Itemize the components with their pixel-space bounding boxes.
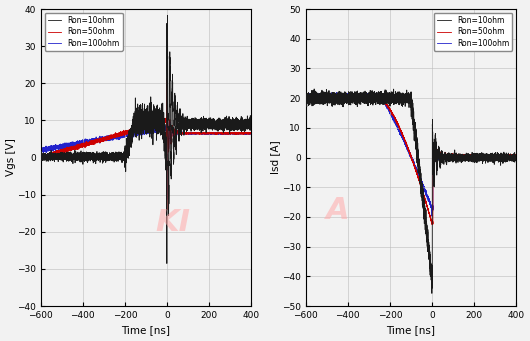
Ron=10ohm — [193, 123, 200, 127]
Ron=100ohm — [470, 154, 476, 158]
Ron=10ohm — [48, 154, 55, 158]
Ron=50ohm — [164, 208, 170, 212]
Ron=10ohm — [379, 102, 385, 106]
Line: Ron=50ohm: Ron=50ohm — [306, 97, 516, 225]
Ron=10ohm — [205, 119, 211, 123]
Ron=100ohm — [458, 154, 465, 158]
Ron=10ohm — [470, 155, 476, 160]
Ron=100ohm — [379, 95, 385, 99]
Ron=50ohm — [48, 153, 55, 157]
Ron=10ohm — [427, 255, 434, 260]
Ron=10ohm — [513, 153, 519, 158]
Y-axis label: Vgs [V]: Vgs [V] — [5, 138, 15, 177]
Ron=100ohm — [164, 86, 170, 90]
Line: Ron=100ohm: Ron=100ohm — [306, 92, 516, 216]
Ron=50ohm — [303, 97, 309, 101]
X-axis label: Time [ns]: Time [ns] — [121, 325, 170, 336]
Ron=100ohm — [205, 132, 211, 136]
Ron=10ohm — [311, 87, 317, 91]
Ron=100ohm — [113, 135, 120, 139]
Y-axis label: Isd [A]: Isd [A] — [270, 141, 280, 174]
Line: Ron=50ohm: Ron=50ohm — [41, 78, 251, 210]
Text: A: A — [325, 196, 349, 225]
Ron=50ohm — [38, 157, 44, 161]
Ron=50ohm — [458, 152, 465, 157]
Ron=50ohm — [193, 131, 200, 135]
Ron=10ohm — [164, 13, 171, 17]
Ron=100ohm — [193, 131, 200, 135]
Ron=10ohm — [164, 262, 170, 266]
Ron=50ohm — [513, 152, 519, 157]
Ron=10ohm — [38, 155, 44, 159]
Ron=100ohm — [333, 90, 340, 94]
Legend: Ron=10ohm, Ron=50ohm, Ron=100ohm: Ron=10ohm, Ron=50ohm, Ron=100ohm — [434, 13, 512, 50]
Ron=50ohm — [171, 132, 178, 136]
Ron=100ohm — [38, 148, 44, 152]
Ron=100ohm — [303, 93, 309, 97]
Line: Ron=10ohm: Ron=10ohm — [41, 15, 251, 264]
Line: Ron=100ohm: Ron=100ohm — [41, 88, 251, 199]
Ron=10ohm — [313, 92, 320, 96]
Ron=100ohm — [427, 202, 434, 206]
Ron=50ohm — [470, 152, 476, 157]
Ron=10ohm — [303, 97, 309, 101]
Ron=50ohm — [164, 76, 170, 80]
Ron=50ohm — [113, 133, 120, 137]
Ron=100ohm — [436, 155, 443, 159]
Ron=100ohm — [248, 131, 254, 135]
Line: Ron=10ohm: Ron=10ohm — [306, 89, 516, 293]
Ron=50ohm — [313, 97, 320, 101]
Ron=50ohm — [248, 132, 254, 136]
Ron=50ohm — [436, 156, 443, 160]
Ron=100ohm — [164, 197, 170, 202]
Ron=100ohm — [48, 147, 55, 151]
Ron=50ohm — [360, 95, 367, 99]
X-axis label: Time [ns]: Time [ns] — [386, 325, 435, 336]
Text: KI: KI — [156, 208, 191, 237]
Ron=100ohm — [429, 214, 435, 218]
Ron=100ohm — [313, 94, 320, 98]
Ron=50ohm — [162, 119, 169, 123]
Ron=100ohm — [513, 154, 519, 158]
Ron=10ohm — [458, 155, 465, 160]
Ron=100ohm — [162, 125, 169, 129]
Ron=10ohm — [171, 108, 178, 113]
Ron=10ohm — [429, 291, 435, 295]
Ron=50ohm — [205, 131, 211, 135]
Ron=50ohm — [379, 98, 385, 102]
Ron=10ohm — [248, 120, 254, 124]
Ron=50ohm — [429, 223, 436, 227]
Ron=50ohm — [427, 215, 434, 219]
Legend: Ron=10ohm, Ron=50ohm, Ron=100ohm: Ron=10ohm, Ron=50ohm, Ron=100ohm — [45, 13, 123, 50]
Ron=10ohm — [436, 154, 443, 158]
Ron=10ohm — [162, 133, 169, 137]
Ron=100ohm — [171, 132, 178, 136]
Ron=10ohm — [113, 156, 120, 160]
